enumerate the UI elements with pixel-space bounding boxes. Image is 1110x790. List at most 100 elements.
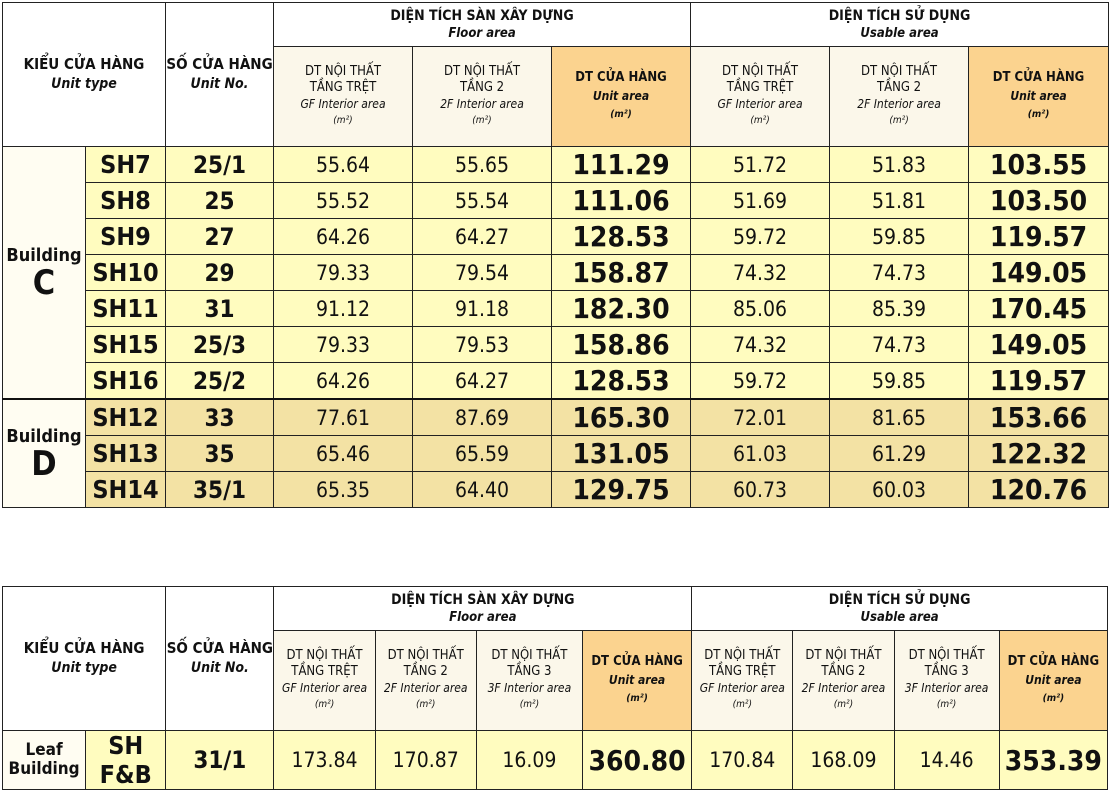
table-row: SH16 25/2 64.26 64.27 128.53 59.72 59.85 119.57 [3,362,1110,400]
usable-unit-en: Unit area [1025,673,1082,687]
usable-gf-unit: (m²) [750,115,770,126]
unit-no-header-vi: SỐ CỬA HÀNG [166,639,274,657]
usable-unit-vi: DT CỬA HÀNG [1007,654,1100,669]
floor-2f-value: 55.65 [412,146,552,183]
usable-2f-value: 85.39 [829,290,970,327]
usable-3f-header: DT NỘI THẤT TẦNG 3 3F Interior area (m²) [893,630,1000,731]
floor-2f-value: 65.59 [412,435,552,472]
floor-unit-value: 111.06 [550,182,692,219]
floor-gf-en: GF Interior area [300,97,386,111]
unit-no: 25/1 [165,146,274,183]
unit-no-header-en: Unit No. [190,76,249,92]
building-c-label: Building C [2,146,86,400]
table-row: SH8 25 55.52 55.54 111.06 51.69 51.81 103.50 [3,182,1110,219]
building-c-word: Building [6,244,82,266]
floor-unit-value: 111.29 [550,146,692,183]
floor-unit-vi: DT CỬA HÀNG [575,70,667,85]
floor-unit-vi: DT CỬA HÀNG [591,654,683,669]
floor-unit-en: Unit area [592,89,650,103]
floor-unit-value: 158.86 [550,326,692,363]
floor-gf-value: 65.46 [273,435,413,472]
floor-2f-value: 79.53 [412,326,552,363]
floor-unit-en: Unit area [608,673,666,687]
building-leaf-label: Leaf Building [1,730,87,790]
floor-gf-header: DT NỘI THẤT TẦNG TRỆT GF Interior area (… [273,46,413,147]
unit-no: 31 [165,290,274,327]
usable-2f-value: 74.73 [829,326,970,363]
usable-unit-m2: (m²) [1027,109,1050,120]
floor-area-group-header: DIỆN TÍCH SÀN XÂY DỰNG Floor area [272,2,692,47]
usable-unit-value: 119.57 [968,362,1110,400]
usable-unit-value: 103.50 [968,182,1110,219]
usable-area-vi: DIỆN TÍCH SỬ DỤNG [828,591,971,608]
table-row: SH13 35 65.46 65.59 131.05 61.03 61.29 122.32 [3,435,1110,472]
usable-unit-value: 120.76 [968,471,1110,508]
floor-2f-value: 55.54 [412,182,552,219]
usable-unit-value: 170.45 [968,290,1110,327]
floor-2f-en: 2F Interior area [440,97,524,111]
unit-code: SH F&B [85,730,167,790]
floor-gf-vi: DT NỘI THẤT TẦNG TRỆT [286,648,363,679]
usable-2f-vi: DT NỘI THẤT TẦNG 2 [861,64,938,95]
unit-code: SH15 [85,326,166,363]
usable-unit-header: DT CỬA HÀNG Unit area (m²) [998,630,1109,731]
table-row: Building D SH12 33 77.61 87.69 165.30 72.01 81.6… [2,398,1110,508]
floor-gf-unit: (m²) [333,115,353,126]
table-row: Leaf Building SH F&B 31/1 173.84 170.87 … [1,730,1109,790]
unit-type-header: KIỂU CỬA HÀNG Unit type [2,2,166,147]
floor-2f-value: 170.87 [374,730,477,790]
floor-2f-header: DT NỘI THẤT TẦNG 2 2F Interior area (m²) [374,630,477,731]
floor-2f-unit: (m²) [472,115,492,126]
usable-2f-vi: DT NỘI THẤT TẦNG 2 [805,648,882,679]
floor-gf-value: 55.52 [273,182,413,219]
floor-3f-header: DT NỘI THẤT TẦNG 3 3F Interior area (m²) [475,630,583,731]
usable-3f-vi: DT NỘI THẤT TẦNG 3 [908,648,985,679]
unit-code: SH11 [85,290,166,327]
usable-gf-unit: (m²) [732,699,752,710]
floor-2f-vi: DT NỘI THẤT TẦNG 2 [387,648,464,679]
floor-area-en: Floor area [449,609,517,625]
unit-type-header: KIỂU CỬA HÀNG Unit type [1,586,167,731]
usable-gf-value: 72.01 [690,398,831,436]
floor-2f-value: 64.27 [412,362,552,400]
usable-gf-value: 59.72 [690,218,831,255]
floor-2f-value: 64.40 [412,471,552,508]
usable-area-vi: DIỆN TÍCH SỬ DỤNG [828,7,971,24]
usable-2f-header: DT NỘI THẤT TẦNG 2 2F Interior area (m²) [829,46,970,147]
usable-unit-value: 103.55 [968,146,1110,183]
building-d-label: Building D [2,398,86,508]
floor-gf-value: 64.26 [273,218,413,255]
usable-2f-value: 74.73 [829,254,970,291]
unit-area-table-leaf-building: KIỂU CỬA HÀNG Unit type SỐ CỬA HÀNG Unit… [1,586,1109,790]
floor-unit-value: 128.53 [550,362,692,400]
unit-code: SH10 [85,254,166,291]
usable-2f-unit: (m²) [889,115,909,126]
floor-gf-unit: (m²) [314,699,335,710]
floor-gf-value: 173.84 [273,730,376,790]
usable-gf-value: 51.69 [690,182,831,219]
usable-area-group-header: DIỆN TÍCH SỬ DỤNG Usable area [691,586,1108,631]
usable-area-en: Usable area [860,609,939,625]
unit-code: SH12 [85,398,166,436]
table-row: SH11 31 91.12 91.18 182.30 85.06 85.39 170.45 [3,290,1110,327]
floor-unit-value: 360.80 [581,730,693,790]
floor-unit-value: 165.30 [550,398,692,436]
floor-gf-value: 64.26 [273,362,413,400]
unit-no: 27 [165,218,274,255]
table-row: SH15 25/3 79.33 79.53 158.86 74.32 74.73 149.05 [3,326,1110,363]
unit-no: 29 [165,254,274,291]
unit-no-header-en: Unit No. [190,660,249,676]
floor-gf-en: GF Interior area [281,681,368,695]
unit-type-header-en: Unit type [51,76,117,92]
usable-gf-value: 74.32 [690,326,831,363]
floor-area-vi: DIỆN TÍCH SÀN XÂY DỰNG [390,7,574,24]
usable-unit-value: 149.05 [968,254,1110,291]
usable-gf-value: 170.84 [691,730,794,790]
unit-type-header-vi: KIỂU CỬA HÀNG [23,55,145,73]
floor-2f-value: 91.18 [412,290,552,327]
unit-no-header-vi: SỐ CỬA HÀNG [166,55,273,73]
usable-gf-value: 60.73 [690,471,831,508]
usable-2f-value: 51.81 [829,182,970,219]
unit-code: SH13 [85,435,166,472]
floor-2f-value: 87.69 [412,398,552,436]
